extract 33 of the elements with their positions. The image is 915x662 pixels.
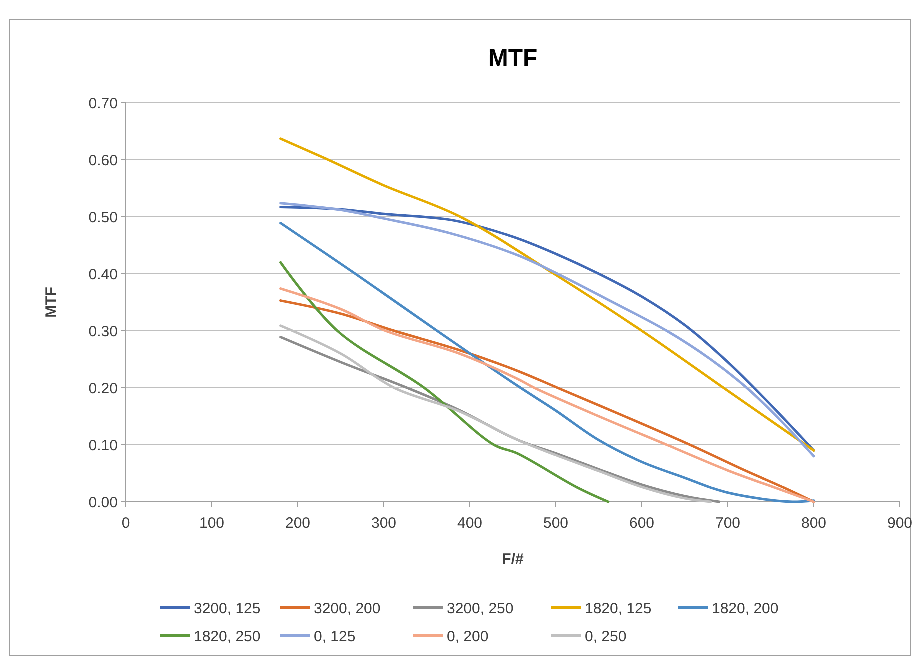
y-tick-label: 0.60: [88, 152, 118, 170]
x-tick-label: 300: [371, 515, 397, 532]
y-tick-label: 0.10: [88, 437, 118, 454]
legend-label: 0, 125: [314, 628, 356, 646]
legend-label: 3200, 125: [194, 600, 261, 618]
x-tick-label: 400: [457, 515, 483, 532]
legend-label: 3200, 250: [447, 600, 514, 618]
line-series: [280, 222, 816, 504]
y-tick-label: 0.30: [88, 323, 118, 340]
legend-label: 1820, 125: [585, 600, 652, 618]
x-tick-label: 0: [122, 515, 130, 532]
line-series: [280, 261, 610, 504]
x-axis-title: F/#: [502, 551, 524, 568]
x-tick-label: 700: [715, 515, 741, 532]
legend-label: 3200, 200: [314, 600, 381, 618]
x-tick-label: 200: [285, 515, 311, 532]
line-series: [280, 138, 816, 452]
x-tick-label: 500: [543, 515, 569, 532]
legend-label: 1820, 200: [712, 600, 779, 618]
legend-label: 0, 200: [447, 628, 489, 646]
x-tick-label: 800: [801, 515, 827, 532]
x-tick-label: 600: [629, 515, 655, 532]
y-tick-label: 0.20: [88, 380, 118, 398]
y-tick-label: 0.50: [88, 209, 118, 226]
y-tick-label: 0.40: [88, 266, 118, 284]
chart-title: MTF: [488, 45, 538, 72]
legend-label: 1820, 250: [194, 628, 261, 646]
legend-label: 0, 250: [585, 628, 627, 646]
y-axis-title: MTF: [43, 287, 60, 318]
x-tick-label: 900: [887, 515, 913, 532]
x-tick-label: 100: [199, 515, 225, 532]
y-tick-label: 0.00: [88, 494, 118, 512]
y-tick-label: 0.70: [88, 95, 118, 112]
